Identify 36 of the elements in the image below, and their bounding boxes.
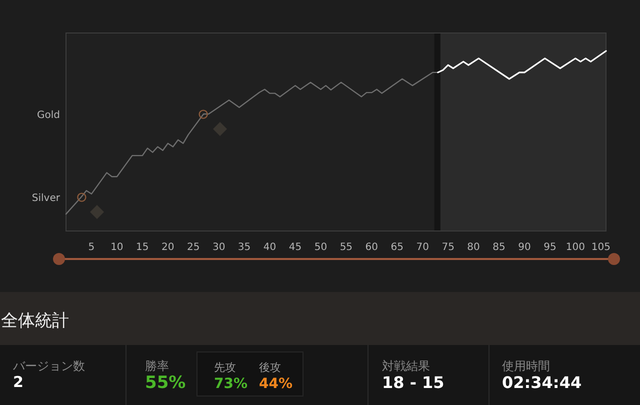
text: 73% [214,376,248,392]
text: 18 - 15 [382,373,444,392]
text: 対戦結果 [382,359,430,373]
x-tick-label: 55 [340,242,353,253]
text: 勝率 [145,359,169,373]
text: 後攻 [259,361,281,374]
x-tick-label: 100 [566,242,585,253]
x-tick-label: 95 [544,242,556,253]
x-tick-label: 45 [288,242,302,253]
x-tick-label: 10 [110,242,124,253]
text: 先攻 [214,361,236,374]
x-tick-label: 50 [314,242,328,253]
x-tick-label: 40 [263,242,276,253]
text: Gold [37,110,60,121]
x-tick-label: 60 [365,242,378,253]
x-tick-label: 35 [238,242,251,253]
x-tick-label: 105 [591,242,610,253]
x-tick-label: 30 [212,242,226,253]
text: 使用時間 [502,359,550,373]
x-tick-label: 5 [88,242,95,253]
x-tick-label: 85 [492,242,506,253]
text: 02:34:44 [502,373,582,392]
x-tick-label: 25 [186,242,200,253]
x-tick-label: 15 [136,242,149,253]
x-tick-label: 70 [416,242,429,253]
x-tick-label: 65 [390,242,404,253]
x-tick-label: 75 [442,242,454,253]
text: 2 [13,373,24,391]
text: 全体統計 [1,311,69,331]
x-tick-label: 80 [467,242,480,253]
x-tick-label: 20 [162,242,174,253]
text: 55% [145,373,186,393]
text: 44% [259,376,293,392]
text: Silver [32,193,61,204]
text: バージョン数 [12,359,85,373]
x-tick-label: 90 [518,242,531,253]
